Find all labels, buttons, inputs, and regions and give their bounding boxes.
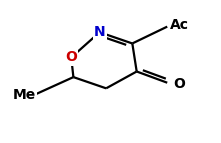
Text: Me: Me <box>13 88 36 102</box>
Text: N: N <box>94 25 105 39</box>
Text: Ac: Ac <box>170 18 189 32</box>
Text: O: O <box>65 50 77 64</box>
Text: O: O <box>173 77 185 91</box>
